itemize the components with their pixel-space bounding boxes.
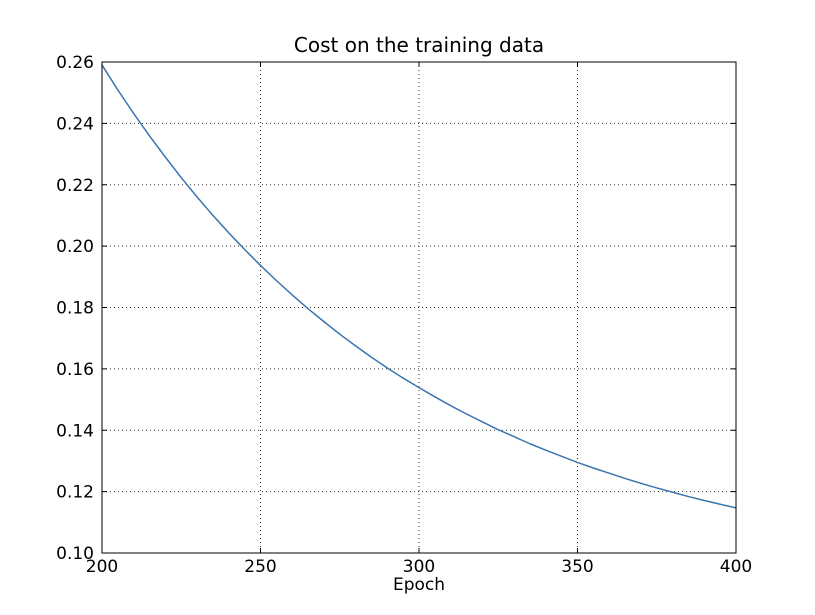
y-tick-label: 0.20 [56, 237, 94, 257]
y-tick-label: 0.10 [56, 544, 94, 564]
y-tick-label: 0.12 [56, 483, 94, 503]
y-tick-label: 0.26 [56, 53, 94, 73]
series-layer [101, 64, 737, 509]
x-tick-label: 250 [244, 557, 276, 577]
y-tick-label: 0.22 [56, 176, 94, 196]
cost-line [101, 64, 737, 509]
tick-layer [101, 61, 737, 554]
grid-layer [102, 62, 736, 553]
x-axis-label: Epoch [393, 575, 445, 595]
chart-title: Cost on the training data [294, 33, 544, 57]
y-tick-label: 0.18 [56, 299, 94, 319]
x-tick-label: 300 [403, 557, 435, 577]
x-tick-label: 200 [86, 557, 118, 577]
x-tick-label: 400 [720, 557, 752, 577]
y-tick-label: 0.14 [56, 421, 94, 441]
y-tick-label: 0.24 [56, 114, 94, 134]
y-tick-label: 0.16 [56, 360, 94, 380]
tick-label-layer: 200 250 300 350 400 0.10 0.12 0.14 0.16 0.18 0.20 0… [56, 53, 752, 577]
x-tick-label: 350 [561, 557, 593, 577]
